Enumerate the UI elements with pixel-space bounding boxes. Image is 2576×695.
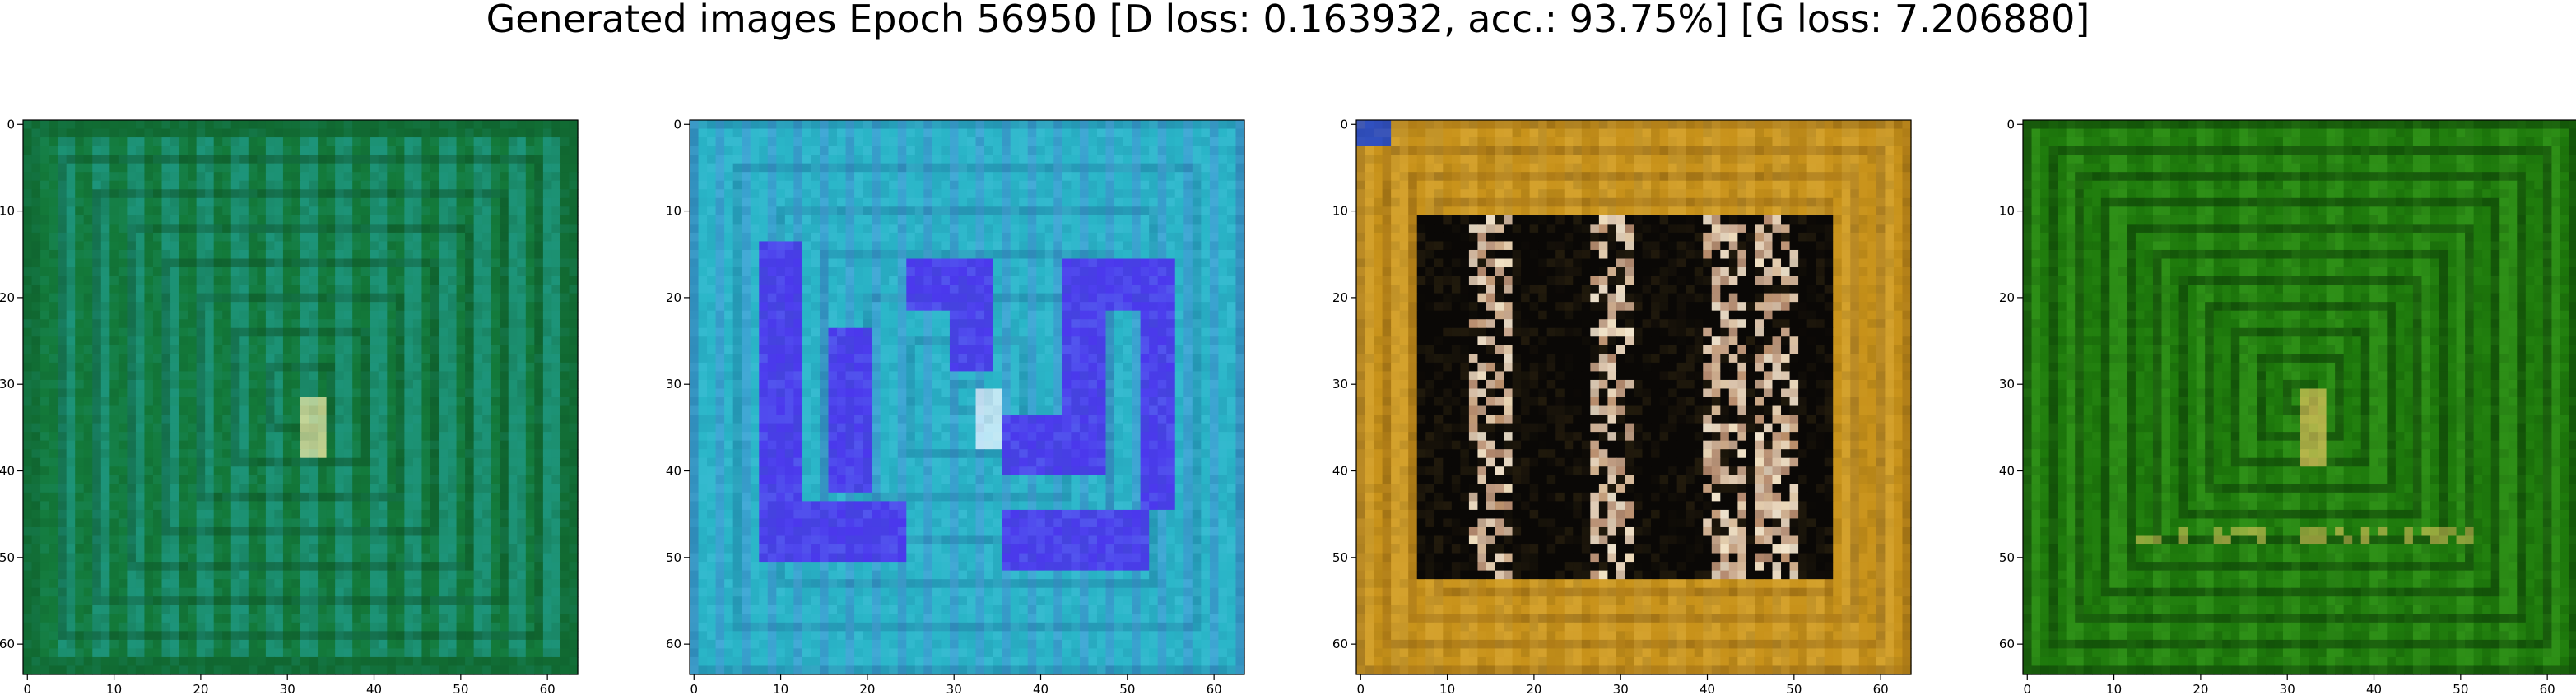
y-tick-label: 0 [673,117,681,132]
axes-frame [1355,119,1912,675]
x-tick-label: 0 [23,682,31,695]
generated-image-1 [23,120,579,675]
image-axes-1: 0 10 20 30 40 50 60 0 10 20 30 40 50 60 [0,117,579,695]
x-tick-label: 20 [2192,682,2208,695]
x-tick-label: 40 [1700,682,1715,695]
y-tick-label: 30 [0,377,15,392]
y-tick-label: 60 [1999,637,2015,651]
y-tick-label: 20 [0,290,15,305]
y-tick-label: 50 [0,550,15,565]
x-tick-label: 40 [2366,682,2382,695]
x-tick-label: 20 [859,682,875,695]
x-tick-label: 30 [1613,682,1629,695]
x-tick-label: 60 [540,682,556,695]
y-tick-label: 50 [1999,550,2015,565]
y-tick-label: 60 [0,637,15,651]
y-tick-label: 10 [0,204,15,219]
image-axes-2: 0 10 20 30 40 50 60 0 10 20 30 40 50 60 [666,117,1245,695]
image-panel-1: 0 10 20 30 40 50 60 0 10 20 30 40 50 60 [0,0,609,695]
x-tick-label: 30 [280,682,295,695]
x-tick-label: 20 [193,682,208,695]
y-tick-label: 20 [666,290,681,305]
x-tick-label: 50 [453,682,468,695]
y-tick-label: 20 [1332,290,1348,305]
axes-frame [22,119,579,675]
axes-frame [2022,119,2576,675]
x-tick-label: 40 [1033,682,1049,695]
y-tick-label: 50 [1332,550,1348,565]
y-tick-label: 10 [666,204,681,219]
y-tick-label: 60 [1332,637,1348,651]
y-tick-label: 40 [1999,464,2015,479]
x-tick-label: 30 [2280,682,2295,695]
y-tick-label: 40 [666,464,681,479]
image-panel-2: 0 10 20 30 40 50 60 0 10 20 30 40 50 60 [666,0,1276,695]
generated-image-2 [690,120,1245,675]
y-tick-label: 20 [1999,290,2015,305]
x-tick-label: 20 [1526,682,1541,695]
x-tick-label: 50 [1786,682,1802,695]
x-tick-label: 0 [2023,682,2031,695]
x-tick-label: 50 [1119,682,1135,695]
y-tick-label: 50 [666,550,681,565]
y-tick-label: 0 [7,117,15,132]
y-tick-label: 30 [1332,377,1348,392]
x-tick-label: 10 [106,682,122,695]
y-tick-label: 10 [1999,204,2015,219]
figure-title: Generated images Epoch 56950 [D loss: 0.… [486,0,2090,41]
y-tick-label: 40 [1332,464,1348,479]
y-tick-label: 0 [2006,117,2015,132]
x-tick-label: 60 [1207,682,1222,695]
x-tick-label: 60 [1873,682,1889,695]
image-axes-4: 0 10 20 30 40 50 60 0 10 20 30 40 50 60 [1999,117,2576,695]
y-tick-label: 10 [1332,204,1348,219]
x-tick-label: 30 [946,682,962,695]
image-panel-3: 0 10 20 30 40 50 60 0 10 20 30 40 50 60 [1332,0,1942,695]
x-tick-label: 10 [2106,682,2122,695]
x-tick-label: 0 [690,682,698,695]
x-tick-label: 10 [1439,682,1455,695]
x-tick-label: 0 [1356,682,1365,695]
image-axes-3: 0 10 20 30 40 50 60 0 10 20 30 40 50 60 [1332,117,1912,695]
generated-image-4 [2023,120,2576,675]
y-tick-label: 60 [666,637,681,651]
y-tick-label: 30 [1999,377,2015,392]
axes-frame [689,119,1245,675]
x-tick-label: 40 [366,682,382,695]
generated-image-3 [1356,120,1912,675]
y-tick-label: 30 [666,377,681,392]
x-tick-label: 50 [2453,682,2468,695]
y-tick-label: 40 [0,464,15,479]
image-panel-4: 0 10 20 30 40 50 60 0 10 20 30 40 50 60 [1999,0,2576,695]
x-tick-label: 10 [773,682,788,695]
x-tick-label: 60 [2540,682,2555,695]
y-tick-label: 0 [1340,117,1348,132]
